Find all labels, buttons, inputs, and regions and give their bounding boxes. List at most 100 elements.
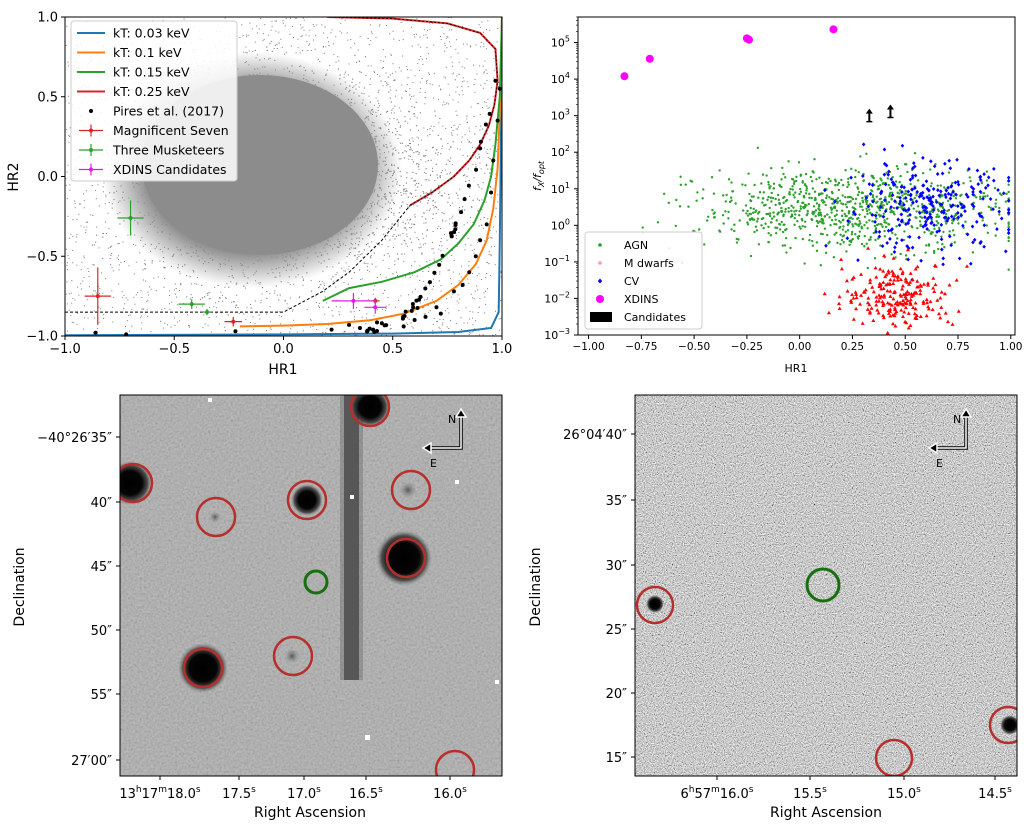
source-dot [393, 212, 395, 214]
source-dot [75, 241, 77, 243]
source-dot [404, 120, 406, 122]
source-dot [309, 29, 311, 31]
source-dot [470, 244, 472, 246]
source-dot [396, 253, 399, 255]
source-dot [359, 254, 361, 256]
source-dot [280, 38, 282, 40]
catalogue-point [483, 122, 488, 127]
source-dot [409, 205, 411, 208]
source-dot [476, 198, 479, 200]
source-dot [274, 8, 275, 9]
source-dot [447, 159, 449, 161]
source-dot [310, 320, 312, 322]
source-dot [394, 238, 396, 240]
source-dot [150, 288, 152, 290]
source-dot [413, 113, 415, 115]
source-dot [429, 310, 431, 312]
source-dot [256, 32, 258, 34]
source-dot [426, 46, 428, 48]
source-dot [180, 283, 182, 285]
source-dot [406, 229, 408, 231]
source-dot [468, 140, 470, 142]
source-dot [417, 296, 419, 298]
source-dot [460, 328, 462, 330]
source-dot [441, 245, 443, 247]
source-dot [462, 81, 464, 83]
source-dot [471, 317, 473, 319]
agn-point [848, 243, 851, 247]
source-dot [367, 299, 369, 301]
source-dot [475, 320, 477, 322]
source-dot [83, 305, 85, 307]
agn-point [787, 210, 790, 213]
agn-point [1007, 221, 1010, 224]
source-dot [421, 233, 423, 235]
source-dot [103, 232, 105, 234]
agn-point [783, 223, 786, 226]
x-tick-label: 0.5 [382, 342, 403, 357]
source-dot [404, 150, 406, 152]
source-dot [369, 271, 371, 273]
source-dot [365, 74, 367, 76]
source-dot [475, 44, 477, 46]
agn-point [835, 213, 838, 216]
source-dot [473, 64, 475, 66]
source-dot [359, 36, 361, 38]
source-dot [266, 49, 268, 52]
source-dot [396, 271, 398, 273]
agn-point [929, 185, 933, 188]
source-dot [296, 331, 298, 333]
agn-point [809, 175, 813, 179]
source-dot [446, 102, 448, 104]
source-dot [447, 307, 449, 309]
catalogue-point [412, 318, 417, 323]
source-dot [489, 172, 491, 174]
source-dot [141, 296, 143, 298]
catalogue-point [382, 323, 387, 328]
source-dot [336, 272, 338, 274]
source-dot [123, 261, 125, 263]
source-dot [250, 307, 252, 309]
source-dot [209, 298, 211, 300]
agn-point [830, 208, 833, 211]
source-dot [461, 209, 463, 211]
agn-point [903, 192, 906, 195]
source-dot [420, 55, 422, 57]
source-dot [405, 182, 408, 184]
source-dot [164, 322, 166, 324]
source-dot [424, 299, 426, 301]
agn-point [793, 216, 797, 220]
source-dot [408, 111, 411, 113]
source-dot [414, 75, 416, 77]
source-dot [307, 50, 309, 52]
agn-point [772, 211, 775, 214]
source-dot [456, 300, 458, 302]
agn-point [777, 198, 781, 202]
source-dot [111, 245, 113, 247]
source-dot [405, 276, 407, 278]
source-dot [71, 302, 73, 304]
source-dot [68, 135, 70, 137]
source-dot [173, 289, 175, 291]
source-dot [87, 299, 89, 301]
source-dot [188, 326, 190, 328]
agn-point [679, 175, 682, 178]
x-tick-label: −1.0 [49, 342, 81, 357]
source-dot [389, 97, 391, 99]
source-dot [85, 221, 87, 223]
source-dot [112, 306, 114, 308]
source-dot [481, 209, 483, 211]
agn-point [870, 205, 874, 208]
source-dot [467, 322, 469, 324]
source-dot [522, 287, 523, 288]
source-dot [425, 218, 427, 220]
source-dot [425, 155, 427, 157]
source-dot [148, 286, 150, 288]
source-dot [271, 20, 273, 22]
source-dot [278, 311, 280, 313]
source-dot [479, 298, 481, 300]
agn-point [981, 219, 984, 222]
agn-point [946, 199, 950, 203]
source-dot [466, 175, 468, 177]
